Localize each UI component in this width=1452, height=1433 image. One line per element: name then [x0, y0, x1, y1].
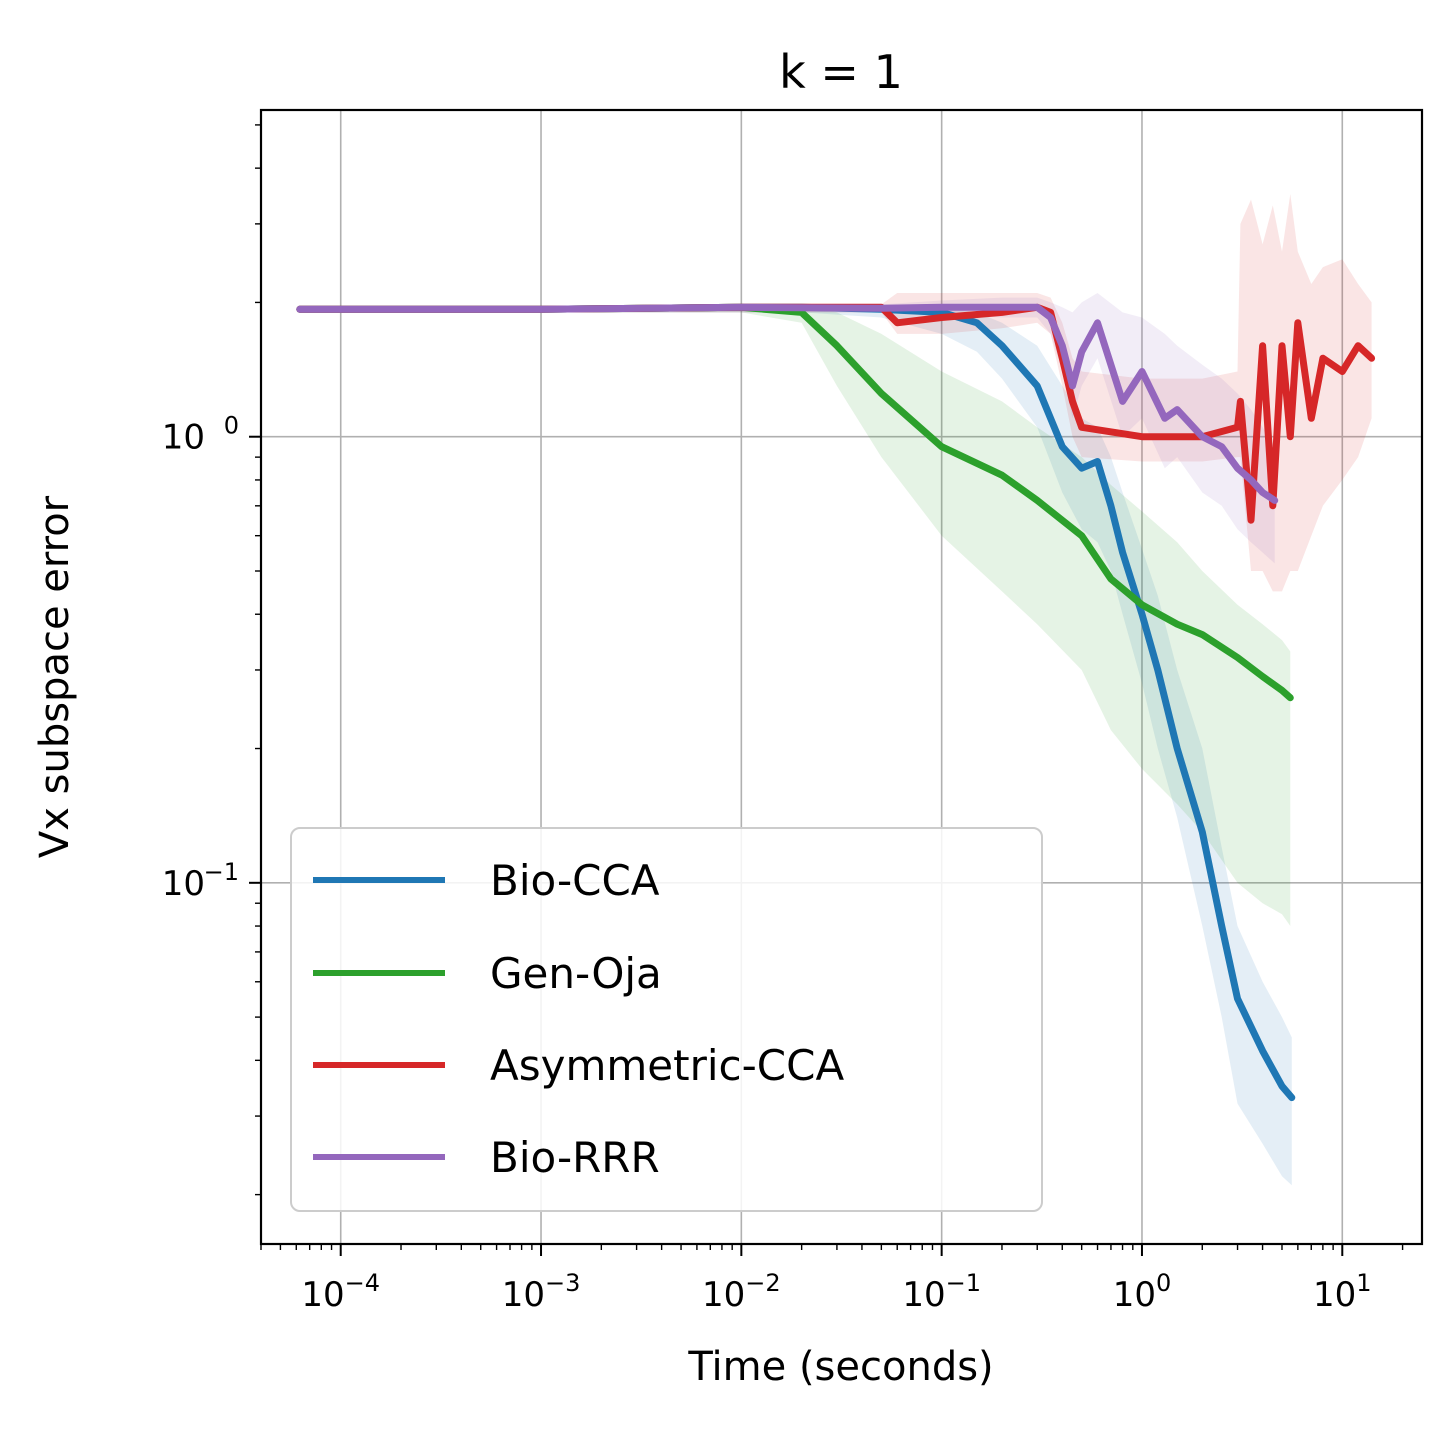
y-tick-label: 10 0	[162, 412, 239, 458]
x-tick-label: 101	[1313, 1269, 1372, 1315]
legend-label-asymmetric-cca: Asymmetric-CCA	[490, 1041, 844, 1090]
bands-layer	[299, 194, 1372, 1186]
series-line-gen-oja	[296, 303, 1294, 702]
lines-layer	[296, 303, 1376, 1102]
legend-label-bio-cca: Bio-CCA	[490, 856, 660, 905]
series-line-bio-rrr	[296, 303, 1279, 504]
series-band-asymmetric-cca	[299, 194, 1372, 592]
x-tick-label: 10−2	[702, 1269, 781, 1315]
x-tick-label: 10−3	[502, 1269, 581, 1315]
x-tick-label: 10−4	[301, 1269, 380, 1315]
legend: Bio-CCA Gen-Oja Asymmetric-CCA Bio-RRR	[290, 827, 1043, 1212]
grid-layer	[261, 110, 1422, 1244]
legend-label-bio-rrr: Bio-RRR	[490, 1133, 660, 1182]
series-band-gen-oja	[299, 304, 1291, 926]
plot-frame	[259, 108, 1424, 1246]
legend-label-gen-oja: Gen-Oja	[490, 949, 662, 998]
x-tick-label: 10−1	[902, 1269, 981, 1315]
x-tick-label: 100	[1113, 1269, 1172, 1315]
y-tick-label: 10−1	[162, 858, 239, 904]
y-axis-label: Vx subspace error	[32, 495, 78, 858]
ticks-layer: 10−4 10−3 10−2 10−1 100 101 10−1 10 0	[162, 124, 1404, 1315]
chart-title: k = 1	[779, 45, 903, 99]
x-axis-label: Time (seconds)	[687, 1344, 993, 1390]
legend-box	[290, 827, 1043, 1212]
